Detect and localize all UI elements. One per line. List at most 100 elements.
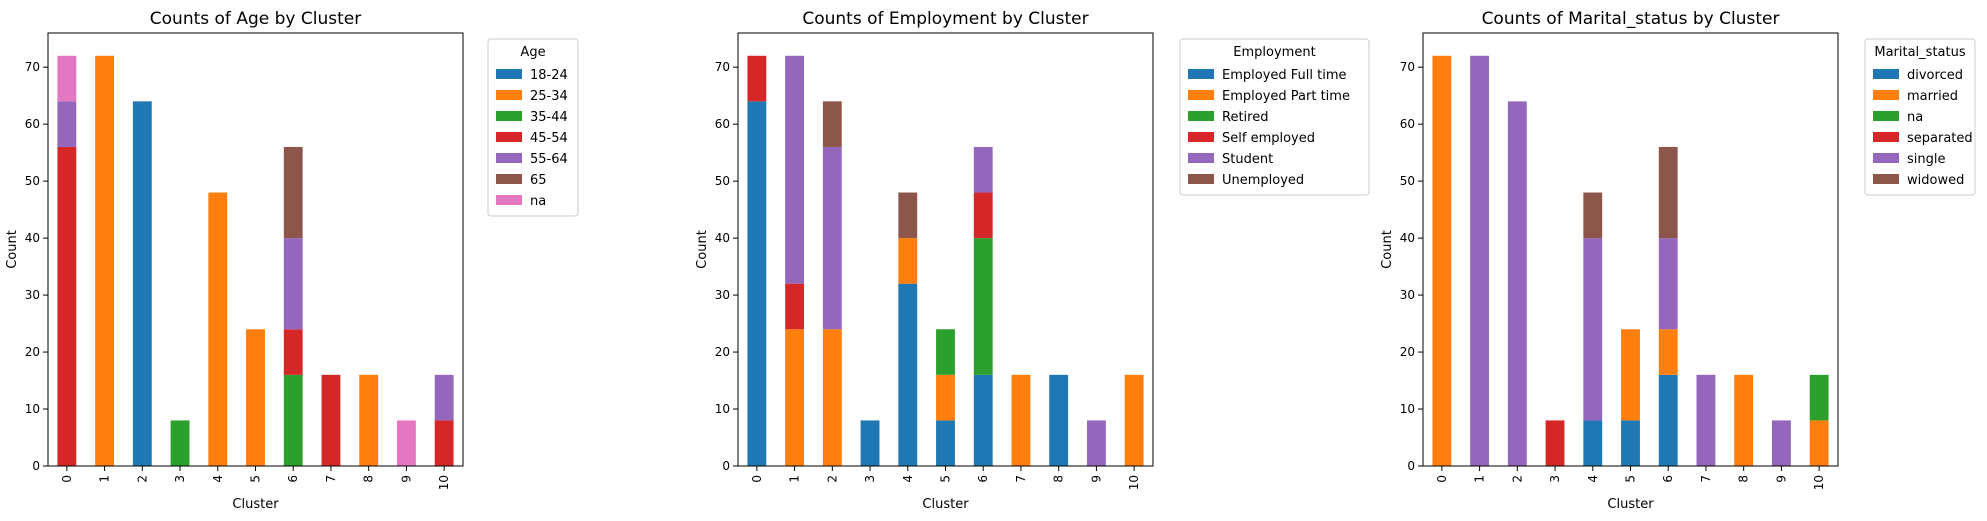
legend-swatch <box>1873 132 1899 142</box>
legend-entry: Employed Full time <box>1222 68 1347 83</box>
bar-cluster-6-married <box>1658 329 1678 375</box>
x-tick-label: 0 <box>60 475 74 483</box>
y-tick-label: 40 <box>1400 231 1415 245</box>
bar-cluster-0-55-64 <box>57 101 77 147</box>
legend: Age 18-24 25-34 35-44 45-54 55-64 65 na <box>487 38 579 217</box>
legend-entry: Retired <box>1222 110 1268 125</box>
y-tick-label: 60 <box>25 117 40 131</box>
bar-cluster-6-widowed <box>1658 146 1678 239</box>
legend-entry: 55-64 <box>530 152 568 167</box>
x-tick-label: 3 <box>173 475 187 483</box>
legend: Employment Employed Full time Employed Par… <box>1179 38 1370 196</box>
legend-entry: Self employed <box>1222 131 1315 146</box>
x-tick-label: 9 <box>1774 475 1788 483</box>
legend-box <box>487 38 579 217</box>
legend-entry: divorced <box>1907 68 1963 83</box>
bar-cluster-9-na <box>396 420 416 466</box>
bars <box>747 55 1144 467</box>
bar-cluster-5-employed-part-time <box>936 374 955 421</box>
x-tick-label: 9 <box>1089 475 1103 483</box>
legend-entry: 65 <box>530 173 547 188</box>
x-tick-label: 7 <box>1014 475 1028 483</box>
y-tick-label: 0 <box>32 459 40 473</box>
bar-cluster-1-self-employed <box>785 283 805 330</box>
x-tick-label: 6 <box>286 475 300 483</box>
bar-cluster-7-45-54 <box>321 374 341 466</box>
y-tick-label: 70 <box>1400 60 1415 74</box>
x-tick-label: 1 <box>788 475 802 483</box>
x-tick-label: 5 <box>249 475 263 483</box>
bar-cluster-1-25-34 <box>95 55 115 466</box>
bar-cluster-10-na <box>1809 374 1829 421</box>
y-tick-label: 0 <box>1407 459 1415 473</box>
bar-cluster-3-employed-full-time <box>860 420 880 466</box>
x-tick-label: 2 <box>1510 475 1524 483</box>
legend-entry: married <box>1907 89 1958 104</box>
x-tick-label: 3 <box>863 475 877 483</box>
y-tick-label: 30 <box>25 288 40 302</box>
bar-cluster-3-separated <box>1545 420 1565 466</box>
legend-swatch <box>1188 111 1214 121</box>
bar-cluster-4-25-34 <box>208 192 228 467</box>
bar-cluster-5-married <box>1621 329 1640 421</box>
bar-cluster-8-25-34 <box>359 374 379 466</box>
legend-swatch <box>496 132 522 142</box>
x-tick-label: 2 <box>825 475 839 483</box>
legend: Marital_status divorced married na separated… <box>1864 38 1976 196</box>
bar-cluster-6-employed-full-time <box>973 374 993 466</box>
x-tick-label: 0 <box>750 475 764 483</box>
legend-title: Marital_status <box>1874 45 1965 60</box>
bar-cluster-5-25-34 <box>246 329 265 466</box>
y-tick-label: 70 <box>715 60 730 74</box>
x-tick-label: 3 <box>1548 475 1562 483</box>
legend-entry: 18-24 <box>530 68 568 83</box>
chart-panel-2: Counts of Employment by Cluster010203040… <box>695 9 1370 512</box>
x-tick-label: 10 <box>1812 475 1826 490</box>
legend-swatch <box>1873 174 1899 184</box>
bars <box>1432 55 1829 467</box>
legend-entry: 35-44 <box>530 110 568 125</box>
legend-swatch <box>496 195 522 205</box>
legend-swatch <box>496 90 522 100</box>
bar-cluster-6-45-54 <box>283 329 303 375</box>
x-axis-label: Cluster <box>922 497 969 512</box>
bar-cluster-2-18-24 <box>132 101 152 467</box>
bar-cluster-4-employed-full-time <box>898 283 918 466</box>
legend-entry: separated <box>1907 131 1973 146</box>
y-tick-label: 0 <box>722 459 730 473</box>
legend-entry: na <box>1907 110 1923 125</box>
x-tick-label: 7 <box>1699 475 1713 483</box>
bar-cluster-5-employed-full-time <box>936 420 955 466</box>
bar-cluster-2-unemployed <box>822 101 842 147</box>
x-tick-label: 0 <box>1435 475 1449 483</box>
y-tick-label: 50 <box>1400 174 1415 188</box>
y-axis-label: Count <box>695 230 710 269</box>
x-tick-label: 1 <box>1473 475 1487 483</box>
x-tick-label: 8 <box>362 475 376 483</box>
chart-title: Counts of Age by Cluster <box>150 9 361 29</box>
legend-entry: Student <box>1222 152 1273 167</box>
legend-swatch <box>496 153 522 163</box>
legend-swatch <box>1188 153 1214 163</box>
y-tick-label: 10 <box>25 402 40 416</box>
bar-cluster-1-student <box>785 55 805 284</box>
y-tick-label: 50 <box>25 174 40 188</box>
chart-title: Counts of Marital_status by Cluster <box>1482 9 1780 29</box>
legend-swatch <box>1188 174 1214 184</box>
bar-cluster-2-employed-part-time <box>822 329 842 466</box>
bar-cluster-9-student <box>1086 420 1106 466</box>
y-tick-label: 20 <box>25 345 40 359</box>
bar-cluster-2-single <box>1507 101 1527 467</box>
x-tick-label: 5 <box>939 475 953 483</box>
x-tick-label: 4 <box>211 475 225 483</box>
legend-title: Employment <box>1233 45 1315 60</box>
bar-cluster-10-55-64 <box>434 374 454 421</box>
bar-cluster-0-employed-full-time <box>747 101 767 467</box>
legend-swatch <box>1873 111 1899 121</box>
legend-swatch <box>1873 69 1899 79</box>
chart-panel-1: Counts of Age by Cluster 0 10 20 30 40 50 60 70 0… <box>5 9 579 512</box>
x-tick-label: 10 <box>437 475 451 490</box>
x-tick-label: 2 <box>135 475 149 483</box>
bar-cluster-0-na <box>57 55 77 102</box>
chart-title: Counts of Employment by Cluster <box>802 9 1088 29</box>
